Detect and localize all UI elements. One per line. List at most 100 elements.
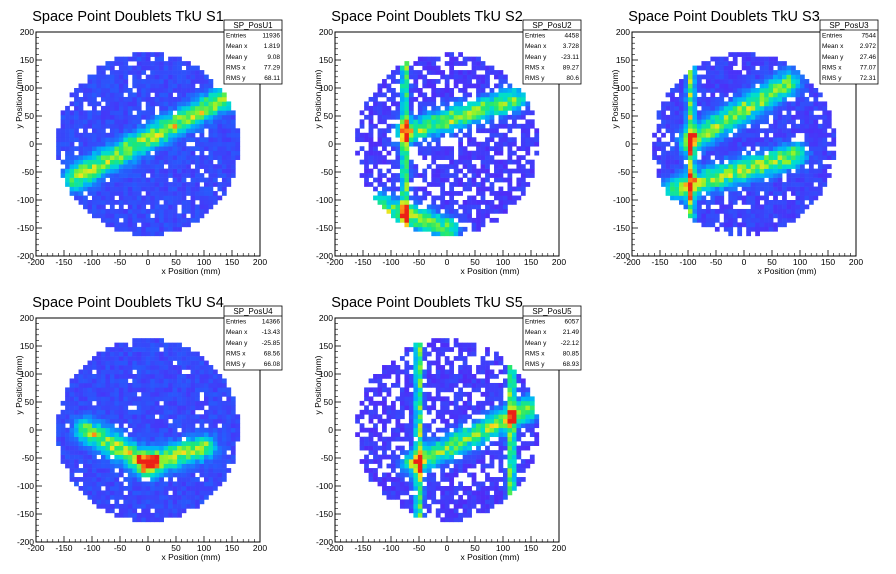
heatmap-cell <box>759 128 765 134</box>
heatmap-cell <box>737 191 743 196</box>
heatmap-cell <box>377 177 383 183</box>
heatmap-cell <box>150 200 156 205</box>
heatmap-cell <box>710 119 716 125</box>
heatmap-cell <box>217 463 223 469</box>
heatmap-cell <box>136 454 142 460</box>
heatmap-cell <box>719 74 725 80</box>
heatmap-cell <box>105 463 111 469</box>
heatmap-cell <box>467 123 472 129</box>
heatmap-cell <box>212 164 218 169</box>
heatmap-cell <box>800 186 805 192</box>
heatmap-cell <box>826 173 832 178</box>
heatmap-cell <box>163 213 169 219</box>
heatmap-cell <box>471 61 477 66</box>
heatmap-cell <box>831 132 837 138</box>
heatmap-cell <box>440 226 446 232</box>
heatmap-cell <box>431 204 437 210</box>
heatmap-cell <box>132 222 138 228</box>
heatmap-cell <box>408 222 414 228</box>
heatmap-cell <box>440 168 446 174</box>
heatmap-cell <box>56 128 61 134</box>
heatmap-cell <box>516 146 522 152</box>
heatmap-cell <box>132 450 138 455</box>
heatmap-cell <box>163 141 169 147</box>
heatmap-cell <box>69 155 75 160</box>
heatmap-cell <box>453 159 459 165</box>
heatmap-cell <box>737 195 743 201</box>
heatmap-cell <box>208 83 214 89</box>
heatmap-cell <box>181 414 187 420</box>
heatmap-cell <box>83 155 88 160</box>
heatmap-cell <box>741 110 747 116</box>
heatmap-cell <box>440 195 446 201</box>
heatmap-cell <box>186 387 191 393</box>
heatmap-cell <box>705 101 711 107</box>
heatmap-cell <box>105 503 111 509</box>
heatmap-cell <box>177 146 182 152</box>
heatmap-cell <box>145 387 151 393</box>
heatmap-cell <box>114 164 120 169</box>
heatmap-cell <box>145 101 151 107</box>
heatmap-cell <box>96 459 102 464</box>
heatmap-cell <box>782 114 787 120</box>
heatmap-cell <box>132 454 138 460</box>
heatmap-cell <box>746 61 752 66</box>
y-tick-label: 100 <box>616 83 630 93</box>
heatmap-cell <box>683 88 689 93</box>
y-tick-label: 50 <box>324 111 334 121</box>
heatmap-cell <box>105 468 111 473</box>
heatmap-cell <box>127 468 133 473</box>
heatmap-cell <box>435 231 441 237</box>
heatmap-cell <box>163 450 169 455</box>
heatmap-cell <box>145 164 151 169</box>
heatmap-cell <box>195 414 200 420</box>
heatmap-cell <box>127 208 133 214</box>
heatmap-cell <box>768 164 774 169</box>
heatmap-cell <box>737 96 743 102</box>
heatmap-cell <box>141 499 147 505</box>
heatmap-cell <box>168 351 173 357</box>
heatmap-cell <box>773 123 778 129</box>
heatmap-cell <box>87 418 93 424</box>
heatmap-cell <box>60 423 66 429</box>
heatmap-cell <box>87 490 93 496</box>
heatmap-cell <box>96 79 102 84</box>
heatmap-cell <box>782 146 787 152</box>
heatmap-cell <box>132 150 138 156</box>
heatmap-cell <box>204 400 209 406</box>
heatmap-cell <box>377 150 383 156</box>
heatmap-cell <box>426 164 432 169</box>
heatmap-cell <box>150 168 156 174</box>
heatmap-cell <box>65 459 70 464</box>
heatmap-cell <box>471 83 477 89</box>
heatmap-cell <box>181 105 187 111</box>
heatmap-cell <box>212 459 218 464</box>
heatmap-cell <box>186 146 191 152</box>
heatmap-cell <box>516 110 522 116</box>
heatmap-cell <box>154 96 160 102</box>
heatmap-cell <box>507 123 513 129</box>
heatmap-cell <box>159 222 164 228</box>
heatmap-cell <box>368 146 374 152</box>
heatmap-cell <box>212 155 218 160</box>
heatmap-cell <box>525 146 531 152</box>
heatmap-cell <box>217 477 223 482</box>
heatmap-cell <box>114 128 120 134</box>
heatmap-cell <box>74 405 79 411</box>
heatmap-cell <box>422 186 428 192</box>
heatmap-cell <box>462 150 468 156</box>
heatmap-cell <box>764 61 769 66</box>
heatmap-cell <box>386 74 392 80</box>
heatmap-cell <box>426 83 432 89</box>
heatmap-cell <box>764 141 769 147</box>
heatmap-cell <box>413 213 419 219</box>
heatmap-cell <box>172 374 178 379</box>
heatmap-cell <box>69 382 75 388</box>
heatmap-cell <box>764 182 769 187</box>
heatmap-cell <box>476 168 481 174</box>
heatmap-cell <box>768 182 774 187</box>
heatmap-cell <box>145 155 151 160</box>
heatmap-cell <box>154 146 160 152</box>
heatmap-cell <box>701 132 707 138</box>
heatmap-cell <box>172 213 178 219</box>
